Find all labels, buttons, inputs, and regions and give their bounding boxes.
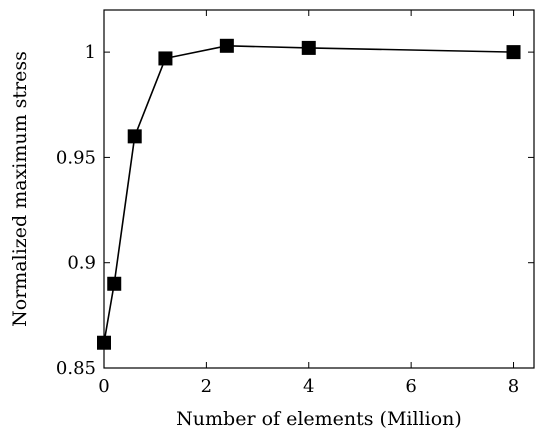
y-tick-label: 0.85 (56, 358, 96, 379)
x-axis: 0 2 4 6 8 (98, 10, 519, 397)
series-line (103, 44, 514, 343)
data-point-marker (506, 45, 521, 60)
data-point-marker (301, 40, 316, 55)
data-point-marker (219, 38, 234, 53)
x-tick-label: 8 (508, 376, 519, 397)
y-tick-label: 0.9 (67, 253, 96, 274)
data-point-marker (97, 335, 111, 350)
y-tick-label: 1 (85, 42, 96, 63)
x-tick-label: 4 (303, 376, 314, 397)
x-tick-label: 2 (201, 376, 212, 397)
data-point-marker (127, 129, 142, 144)
x-tick-label: 6 (405, 376, 416, 397)
series-layer (97, 38, 521, 350)
data-point-marker (158, 51, 173, 66)
x-axis-label: Number of elements (Million) (176, 408, 462, 430)
x-tick-label: 0 (98, 376, 109, 397)
y-axis-label: Normalized maximum stress (9, 51, 31, 327)
y-axis: 0.85 0.9 0.95 1 (56, 42, 534, 379)
plot-frame (103, 9, 535, 369)
y-tick-label: 0.95 (56, 147, 96, 168)
data-point-marker (107, 276, 122, 291)
